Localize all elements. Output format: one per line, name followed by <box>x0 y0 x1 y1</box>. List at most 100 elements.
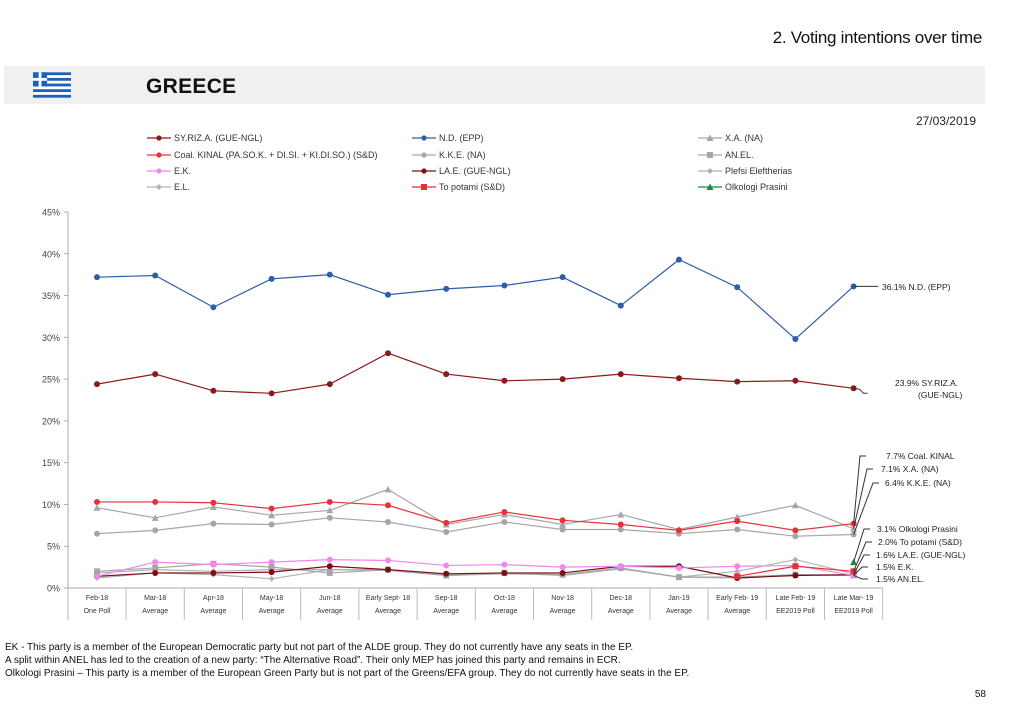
legend-swatch-icon <box>147 184 171 190</box>
annotation-label: 7.7% Coal. KINAL <box>886 451 955 461</box>
footnote-anel: A split within ANEL has led to the creat… <box>5 655 621 666</box>
x-tick-sublabel: Average <box>608 608 634 615</box>
data-point-coal-kinal-pa-so-k-di-si-ki-di-so-s-d <box>443 519 450 526</box>
data-point-sy-riz-a-gue-ngl <box>617 371 624 378</box>
series-line-coal-kinal-pa-so-k-di-si-ki-di-so-s-d <box>97 501 854 531</box>
annotation-leader-line <box>853 482 879 535</box>
data-point-coal-kinal-pa-so-k-di-si-ki-di-so-s-d <box>559 517 566 524</box>
data-point-n-d-epp <box>734 284 741 291</box>
y-tick-label: 10% <box>42 500 60 510</box>
legend-item-olkologi-prasini: Olkologi Prasini <box>698 182 788 192</box>
legend-swatch-icon <box>147 168 171 174</box>
legend-swatch-icon <box>412 168 436 174</box>
legend-label: K.K.E. (NA) <box>439 150 486 160</box>
chart-legend: SY.RIZ.A. (GUE-NGL) N.D. (EPP) X.A. (NA) Co… <box>0 0 1024 200</box>
legend-swatch-icon <box>698 134 722 141</box>
legend-swatch-icon <box>698 168 722 174</box>
data-point-k-k-e-na <box>152 527 159 534</box>
data-point-x-a-na <box>326 506 334 514</box>
annotation-label: 6.4% K.K.E. (NA) <box>885 478 951 488</box>
data-point-e-k <box>268 559 275 566</box>
data-point-e-k <box>676 564 682 571</box>
x-tick-label: Oct-18 <box>494 595 515 602</box>
data-point-coal-kinal-pa-so-k-di-si-ki-di-so-s-d <box>734 518 741 525</box>
legend-label: SY.RIZ.A. (GUE-NGL) <box>174 133 263 143</box>
legend-label: E.K. <box>174 166 192 176</box>
x-tick-label: Feb-18 <box>86 595 108 602</box>
data-point-coal-kinal-pa-so-k-di-si-ki-di-so-s-d <box>792 527 799 534</box>
legend-label: To potami (S&D) <box>439 182 506 192</box>
legend-label: Coal. KINAL (PA.SO.K. + DI.SI. + KI.DI.S… <box>174 150 378 160</box>
y-tick-label: 45% <box>42 208 60 218</box>
x-tick-label: Late Feb- 19 <box>776 595 816 602</box>
data-point-x-a-na <box>791 501 799 509</box>
data-point-sy-riz-a-gue-ngl <box>501 377 508 384</box>
legend-swatch-icon <box>412 152 436 158</box>
legend-swatch-icon <box>698 183 722 190</box>
footnote-olkologi: Olkologi Prasini – This party is a membe… <box>5 668 690 679</box>
annotation-label: 1.5% E.K. <box>876 562 914 572</box>
annotation-leader-line <box>853 554 870 575</box>
data-point-x-a-na <box>733 513 741 520</box>
data-point-coal-kinal-pa-so-k-di-si-ki-di-so-s-d <box>617 521 624 528</box>
data-point-k-k-e-na <box>385 518 391 525</box>
data-point-x-a-na <box>209 503 217 510</box>
data-point-k-k-e-na <box>210 520 217 527</box>
y-tick-label: 20% <box>42 416 60 426</box>
data-point-e-l <box>268 575 275 582</box>
annotation-label: 1.6% LA.E. (GUE-NGL) <box>876 550 965 560</box>
legend-item-la-e-gue-ngl: LA.E. (GUE-NGL) <box>412 166 511 176</box>
data-point-k-k-e-na <box>617 526 624 533</box>
data-point-sy-riz-a-gue-ngl <box>443 371 450 378</box>
legend-label: LA.E. (GUE-NGL) <box>439 166 511 176</box>
data-point-la-e-gue-ngl <box>559 569 566 576</box>
legend-swatch-icon <box>147 152 171 158</box>
data-point-coal-kinal-pa-so-k-di-si-ki-di-so-s-d <box>94 498 100 505</box>
data-point-la-e-gue-ngl <box>210 569 217 576</box>
data-point-e-k <box>443 562 450 569</box>
data-point-x-a-na <box>93 504 101 511</box>
legend-item-k-k-e-na: K.K.E. (NA) <box>412 150 486 160</box>
country-banner <box>4 66 985 104</box>
data-point-la-e-gue-ngl <box>792 572 799 579</box>
annotation-leader-line <box>853 387 868 394</box>
data-point-sy-riz-a-gue-ngl <box>385 350 391 357</box>
annotation-leader-line <box>853 575 868 580</box>
legend-label: Plefsi Eleftherias <box>725 166 793 176</box>
data-point-coal-kinal-pa-so-k-di-si-ki-di-so-s-d <box>268 505 275 512</box>
x-tick-sublabel: EE2019 Poll <box>834 608 873 615</box>
data-point-an-el <box>268 564 275 571</box>
data-point-to-potami-s-d <box>734 573 741 580</box>
data-point-n-d-epp <box>559 274 566 281</box>
series-line-k-k-e-na <box>96 517 854 537</box>
x-tick-sublabel: Average <box>491 608 517 615</box>
data-point-n-d-epp <box>501 282 508 289</box>
legend-label: E.L. <box>174 182 191 192</box>
annotation-label: 3.1% Olkologi Prasini <box>877 524 958 534</box>
data-point-coal-kinal-pa-so-k-di-si-ki-di-so-s-d <box>501 508 508 515</box>
data-point-coal-kinal-pa-so-k-di-si-ki-di-so-s-d <box>152 498 159 505</box>
x-tick-label: Mar-18 <box>144 595 166 602</box>
data-point-la-e-gue-ngl <box>385 566 391 573</box>
data-point-sy-riz-a-gue-ngl <box>210 387 217 394</box>
y-tick-label: 40% <box>42 249 60 259</box>
x-tick-sublabel: Average <box>550 608 576 615</box>
x-tick-sublabel: Average <box>433 608 459 615</box>
x-tick-label: Apr-18 <box>203 595 224 602</box>
legend-swatch-icon <box>698 152 722 158</box>
x-tick-sublabel: EE2019 Poll <box>776 608 815 615</box>
legend-swatch-icon <box>147 135 171 141</box>
legend-item-an-el: AN.EL. <box>698 150 754 160</box>
data-point-coal-kinal-pa-so-k-di-si-ki-di-so-s-d <box>676 527 682 534</box>
legend-item-sy-riz-a-gue-ngl: SY.RIZ.A. (GUE-NGL) <box>147 133 262 143</box>
x-tick-sublabel: Average <box>259 608 285 615</box>
data-point-coal-kinal-pa-so-k-di-si-ki-di-so-s-d <box>326 498 333 505</box>
data-point-x-a-na <box>268 511 276 519</box>
legend-item-e-l: E.L. <box>147 182 190 192</box>
footnote-ek: EK - This party is a member of the Europ… <box>5 642 634 653</box>
data-point-n-d-epp <box>676 256 682 263</box>
annotation-label: 23.9% SY.RIZ.A. <box>895 378 958 388</box>
y-tick-label: 30% <box>42 333 60 343</box>
page-number: 58 <box>974 689 986 700</box>
